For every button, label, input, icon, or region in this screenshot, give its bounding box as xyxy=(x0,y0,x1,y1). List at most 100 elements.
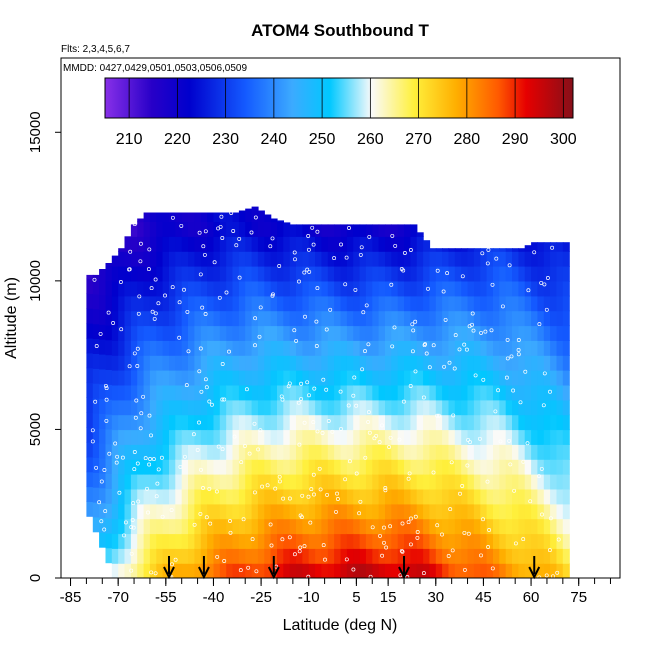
observation-point xyxy=(440,532,444,537)
heat-cell xyxy=(334,459,342,475)
heat-cell xyxy=(448,340,456,356)
heat-cell xyxy=(315,355,323,371)
heat-cell xyxy=(245,251,253,267)
heat-cell xyxy=(169,370,176,386)
heat-cell xyxy=(531,355,539,371)
observation-point xyxy=(508,462,513,467)
heat-cell xyxy=(111,340,119,356)
heat-cell xyxy=(346,444,354,460)
heat-cell xyxy=(194,399,202,416)
observation-point xyxy=(138,241,143,246)
observation-point xyxy=(160,514,165,519)
heat-cell xyxy=(372,444,380,460)
heat-cell xyxy=(315,266,323,282)
observation-point xyxy=(204,515,209,520)
heat-cell xyxy=(257,459,265,475)
heat-cell xyxy=(556,399,564,416)
heat-cell xyxy=(257,384,265,401)
observation-point xyxy=(500,304,505,309)
heat-cell xyxy=(219,488,227,505)
heat-cell xyxy=(499,563,507,578)
observation-point xyxy=(153,277,158,282)
heat-cell xyxy=(550,355,558,371)
heat-cell xyxy=(308,429,316,445)
heat-cell xyxy=(410,384,418,401)
heat-cell xyxy=(99,309,107,325)
observation-point xyxy=(102,468,107,472)
observation-point xyxy=(170,215,175,220)
heat-cell xyxy=(308,224,316,237)
heat-cell xyxy=(226,474,234,490)
observation-point xyxy=(297,549,302,554)
observation-point xyxy=(222,397,227,402)
observation-point xyxy=(458,491,462,496)
heat-cell xyxy=(137,444,145,460)
heat-cell xyxy=(353,533,361,549)
colorbar-tick-label: 270 xyxy=(405,131,432,148)
heat-cell xyxy=(404,251,411,267)
heat-cell xyxy=(556,444,564,460)
observation-point xyxy=(201,244,206,249)
heat-cell xyxy=(461,488,469,505)
heat-cell xyxy=(372,459,380,475)
heat-cell xyxy=(448,266,456,282)
heat-cell xyxy=(353,414,361,431)
heat-cell xyxy=(149,459,157,475)
heat-cell xyxy=(111,310,119,327)
heat-cell xyxy=(435,429,443,445)
heat-cell xyxy=(499,251,507,267)
observation-point xyxy=(382,525,386,530)
heat-cell xyxy=(461,548,469,564)
colorbar-frame xyxy=(104,77,574,119)
heat-cell xyxy=(169,251,176,267)
heat-cell xyxy=(194,429,202,445)
heat-cell xyxy=(467,444,475,460)
heat-cell xyxy=(308,251,316,267)
heat-cell xyxy=(435,399,443,416)
heat-cell xyxy=(531,518,539,535)
observation-point xyxy=(228,519,232,523)
observation-point xyxy=(128,249,133,254)
heat-cell xyxy=(257,310,265,327)
heat-cell xyxy=(289,429,297,445)
heat-cell xyxy=(334,325,342,341)
heat-cell xyxy=(86,382,94,398)
observation-point xyxy=(326,419,331,423)
heat-cell xyxy=(99,487,107,504)
heat-cell xyxy=(219,414,227,431)
heat-cell xyxy=(111,459,119,475)
heat-cell xyxy=(410,474,418,490)
heat-cell xyxy=(480,251,488,267)
heat-cell xyxy=(359,236,367,252)
heat-cell xyxy=(245,503,253,520)
heat-cell xyxy=(327,533,335,549)
observation-point xyxy=(460,274,465,279)
observation-point xyxy=(132,450,137,454)
heat-cell xyxy=(219,548,227,564)
heat-cell xyxy=(302,224,310,237)
heat-cell xyxy=(175,533,183,549)
observation-point xyxy=(212,260,217,265)
observation-point xyxy=(357,511,362,516)
heat-cell xyxy=(169,236,176,252)
heat-cell xyxy=(499,355,507,371)
heat-cell xyxy=(486,488,494,505)
heat-cell xyxy=(365,444,373,460)
heat-cell xyxy=(302,533,310,549)
heat-cell xyxy=(486,340,494,356)
observation-point xyxy=(170,562,174,567)
observation-point xyxy=(410,349,415,354)
observation-point xyxy=(481,377,486,382)
heat-cell xyxy=(480,474,488,490)
observation-points xyxy=(90,211,561,578)
heat-cell xyxy=(302,459,310,475)
observation-point xyxy=(344,255,349,260)
heat-cell xyxy=(143,370,151,386)
heat-cell xyxy=(493,533,500,549)
heat-cell xyxy=(378,325,386,341)
heat-cell xyxy=(169,399,176,416)
heat-cell xyxy=(169,459,176,475)
heat-cell xyxy=(245,295,253,312)
heat-cell xyxy=(105,458,113,474)
heat-cell xyxy=(340,488,348,505)
